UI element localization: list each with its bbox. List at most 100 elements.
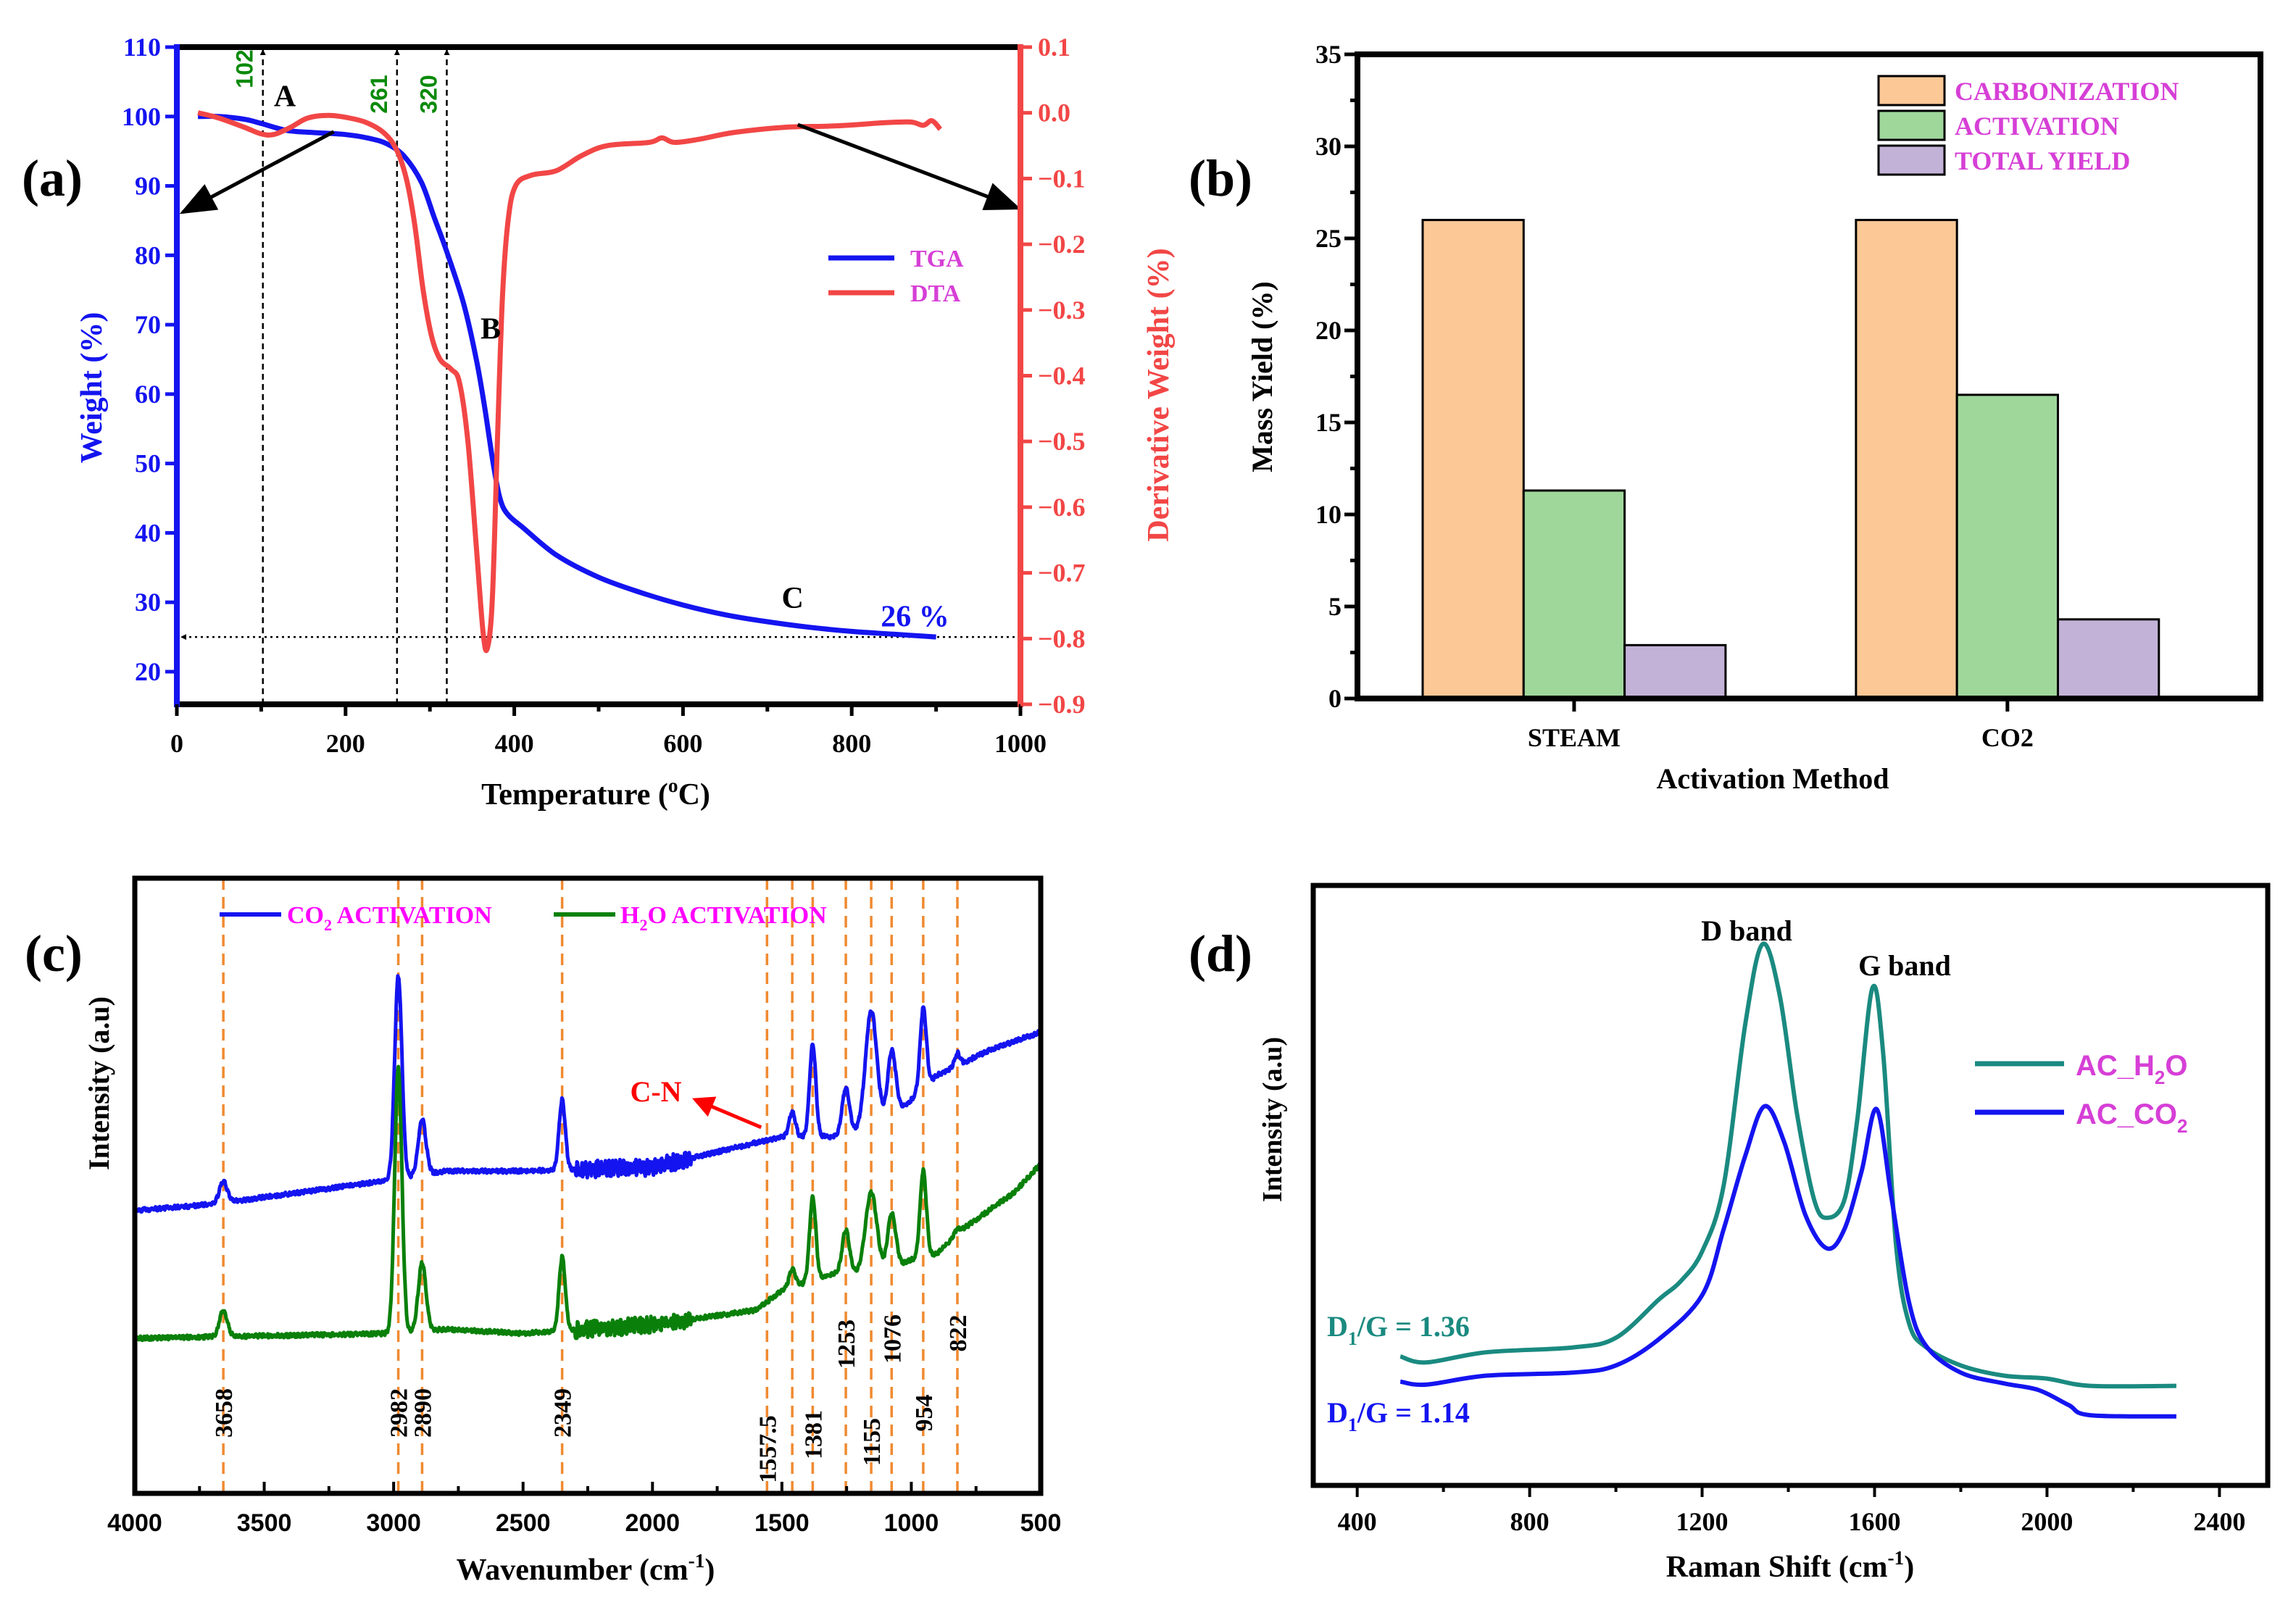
ftir-series-line-0 [133,974,1042,1214]
bar-activation [1955,393,2059,700]
cn-annotation-label: C-N [630,1075,681,1108]
x-axis-title: Wavenumber (cm-1) [457,1550,715,1587]
peak-label: 822 [945,1315,972,1352]
x-tick-label: 800 [1510,1507,1550,1536]
x-tick-label: 1000 [994,729,1047,758]
legend-label: H2O ACTIVATION [620,902,827,934]
ratio-label-part: D [1327,1310,1348,1343]
legend-swatch [1877,109,1946,141]
peak-label: 1155 [859,1418,886,1466]
ratio-label-part: /G = 1.36 [1357,1310,1470,1343]
annotation-label: C [782,582,804,615]
annotation-label: 26 % [881,601,949,634]
ratio-label-part: D [1327,1396,1348,1429]
x-tick-label: STEAM [1528,723,1621,752]
x-tick-label: 500 [1020,1509,1062,1537]
y-left-tick-label: 40 [135,518,161,547]
legend-label-part: AC_CO [2076,1098,2177,1130]
peak-label: 3658 [211,1388,238,1438]
x-axis-title-part: o [668,775,678,796]
y-right-tick-label: −0.6 [1038,493,1086,522]
peak-label: 2890 [409,1388,436,1438]
peak-label: 1557.5 [754,1415,781,1483]
x-axis-title: Temperature (oC) [481,775,710,812]
legend-label: CARBONIZATION [1955,77,2179,106]
panel-b-mass-yield: (b) 0 5 10 15 20 25 30 35 STEAM CO2 Activation Meth… [1189,40,2263,795]
peak-label: 2982 [386,1388,413,1438]
ratio-label: D1/G = 1.36 [1327,1310,1470,1349]
cn-arrow [691,1096,762,1130]
x-tick-label: CO2 [1981,723,2034,752]
legend-label: AC_H2O [2076,1050,2188,1088]
y-tick-label: 10 [1315,500,1342,529]
ratio-label-part: 1 [1348,1414,1357,1435]
peak-label: 954 [911,1395,938,1432]
y-right-tick-label: −0.1 [1038,164,1086,193]
legend-label: TOTAL YIELD [1955,146,2130,175]
panel-label: (d) [1189,925,1252,983]
legend-label: AC_CO2 [2076,1098,2188,1137]
x-axis-title-part: Raman Shift (cm [1666,1551,1888,1584]
y-right-tick-label: −0.4 [1038,362,1086,391]
dta-series-line [197,110,943,654]
marker-vline-label: 102 [232,49,258,88]
raman-series-line-1 [1399,1104,2176,1419]
y-left-tick-label: 30 [135,588,161,617]
y-tick-label: 25 [1315,224,1342,253]
annotation-label: A [274,80,296,113]
x-tick-label: 4000 [107,1509,162,1537]
x-tick-label: 2000 [625,1509,680,1537]
peak-label: 1381 [800,1410,827,1459]
x-tick-label: 2000 [2021,1507,2073,1536]
legend-label-part: CO [287,902,324,929]
g-band-label: G band [1858,949,1951,982]
x-tick-label: 3500 [237,1509,292,1537]
y-tick-label: 5 [1328,592,1342,621]
y-tick-label: 20 [1315,316,1342,345]
y-left-tick-label: 100 [122,102,161,131]
legend-label-part: AC_H [2076,1050,2155,1082]
raman-series-line-0 [1399,941,2176,1389]
marker-vline-label: 261 [366,75,392,113]
x-tick-label: 1000 [884,1509,939,1537]
y-right-tick-label: −0.2 [1038,230,1086,259]
y-left-tick-label: 50 [135,449,161,478]
bar-activation [1522,489,1626,700]
y-right-tick-label: 0.1 [1038,33,1070,62]
y-left-tick-label: 60 [135,380,161,409]
ftir-series-line-1 [133,1064,1043,1343]
legend-label: ACTIVATION [1955,112,2119,141]
peak-label: 1076 [879,1314,906,1364]
x-tick-label: 200 [326,729,365,758]
x-tick-label: 1200 [1676,1507,1729,1536]
bar-carbonization [1421,219,1525,700]
peak-label: 1253 [833,1319,860,1369]
x-tick-label: 3000 [366,1509,421,1537]
x-axis-title-part: -1 [1887,1547,1904,1569]
legend-label-part: 2 [639,916,647,934]
y-tick-label: 35 [1315,40,1342,69]
legend-swatch [1877,144,1946,176]
d-band-label: D band [1701,914,1792,947]
annotation-label: B [481,312,501,346]
ratio-label-part: 1 [1348,1328,1357,1349]
peak-label: 2349 [550,1388,577,1438]
y-left-axis-title: Weight (%) [75,312,109,464]
y-right-tick-label: 0.0 [1038,99,1070,128]
y-right-tick-label: −0.8 [1038,624,1086,653]
ratio-label-part: /G = 1.14 [1357,1396,1470,1429]
plot-frame [1310,883,2271,1488]
legend-label-part: H [620,902,639,929]
y-right-tick-label: −0.3 [1038,296,1086,325]
legend-label-part: 2 [324,916,332,934]
annotation-arrow [179,130,335,214]
legend-label: DTA [910,280,961,307]
panel-label: (a) [22,149,83,207]
tga-series-line [198,113,936,640]
y-left-tick-label: 70 [135,310,161,339]
x-tick-label: 2500 [496,1509,551,1537]
panel-label: (b) [1189,149,1252,207]
